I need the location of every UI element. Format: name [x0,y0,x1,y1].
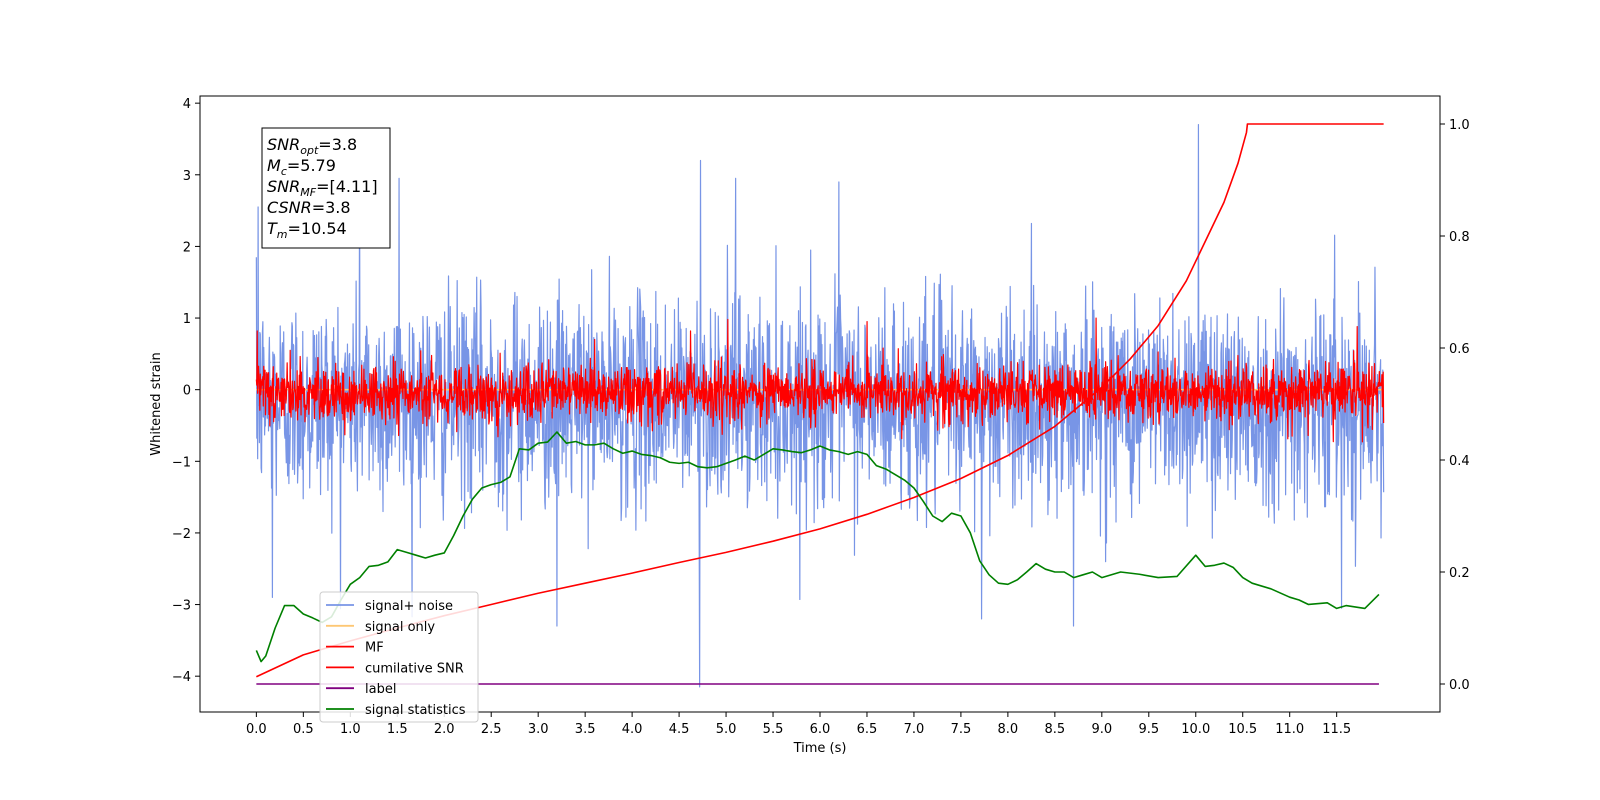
legend-entry-signal-only: signal only [365,620,435,635]
y-tick-label: −1 [172,455,191,470]
y-tick-label: −2 [172,527,191,542]
x-tick-label: 2.0 [434,722,455,737]
y-axis-right: 0.0 0.2 0.4 0.6 0.8 1.0 [1440,118,1470,693]
x-tick-label: 0.5 [293,722,314,737]
y-tick-label: 2 [183,240,191,255]
y-axis-left: −4 −3 −2 −1 0 1 2 3 4 [172,97,200,685]
x-tick-label: 3.0 [528,722,549,737]
x-tick-label: 4.5 [669,722,690,737]
legend-entry-label: label [365,682,396,697]
annotation-line: SNRopt=3.8 [267,135,357,157]
x-tick-label: 8.0 [998,722,1019,737]
x-axis: 0.0 0.5 1.0 1.5 2.0 2.5 3.0 3.5 4.0 4.5 5.0 5.5 6.0 6… [246,712,1351,737]
legend-entry-cumilative-snr: cumilative SNR [365,661,464,676]
y-tick-label: −4 [172,670,191,685]
y2-tick-label: 0.6 [1449,342,1470,357]
y2-tick-label: 0.4 [1449,454,1470,469]
x-tick-label: 1.5 [387,722,408,737]
legend-frame [319,591,479,723]
y-tick-label: 4 [183,97,191,112]
annotation-line: Tm=10.54 [267,219,347,241]
x-tick-label: 11.5 [1322,722,1351,737]
x-tick-label: 8.5 [1045,722,1066,737]
x-tick-label: 4.0 [622,722,643,737]
y2-tick-label: 0.8 [1449,230,1470,245]
x-tick-label: 9.5 [1138,722,1159,737]
y-tick-label: 0 [183,384,191,399]
y2-tick-label: 0.2 [1449,566,1470,581]
x-tick-label: 0.0 [246,722,267,737]
legend-entry-mf: MF [365,641,384,656]
y-tick-label: −3 [172,599,191,614]
x-tick-label: 3.5 [575,722,596,737]
legend-entry-signal-statistics: signal statistics [365,703,466,718]
x-tick-label: 10.0 [1181,722,1210,737]
x-tick-label: 7.5 [951,722,972,737]
series-signal-statistics [255,431,1380,663]
annotation-line: CSNR=3.8 [267,198,351,217]
y2-tick-label: 1.0 [1449,118,1470,133]
x-tick-label: 2.5 [481,722,502,737]
y-tick-label: 1 [183,312,191,327]
x-tick-label: 7.0 [904,722,925,737]
x-tick-label: 6.0 [810,722,831,737]
x-tick-label: 5.0 [716,722,737,737]
x-axis-label: Time (s) [793,741,847,756]
series-mf [255,317,1385,443]
y-axis-label: Whitened strain [149,352,164,455]
y-tick-label: 3 [183,169,191,184]
annotation-line: SNRMF=[4.11] [267,177,378,199]
legend-entry-signal-noise: signal+ noise [365,599,453,614]
x-tick-label: 6.5 [857,722,878,737]
x-tick-label: 5.5 [763,722,784,737]
y2-tick-label: 0.0 [1449,678,1470,693]
x-tick-label: 9.0 [1091,722,1112,737]
x-tick-label: 1.0 [340,722,361,737]
annotation-line: Mc=5.79 [267,156,336,178]
annotation-frame [261,127,391,249]
legend: signal+ noise signal only MF cumilative SNR… [319,591,479,723]
x-tick-label: 10.5 [1228,722,1257,737]
x-tick-label: 11.0 [1275,722,1304,737]
